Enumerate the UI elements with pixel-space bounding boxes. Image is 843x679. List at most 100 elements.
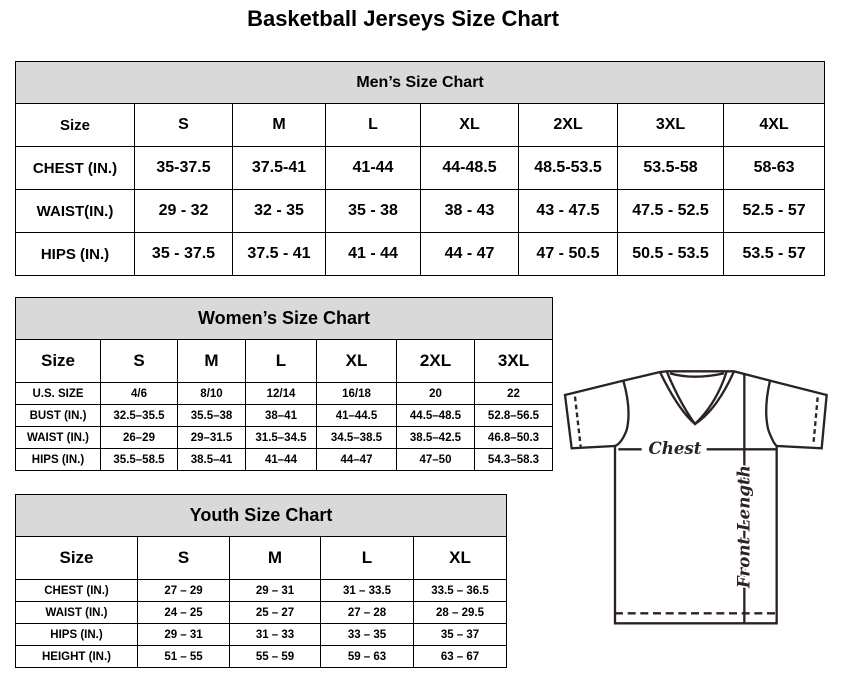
- table-cell: 12/14: [245, 382, 317, 405]
- column-header: Size: [15, 103, 135, 147]
- row-label: HEIGHT (IN.): [15, 645, 138, 668]
- table-row: WAIST (IN.) 26–29 29–31.5 31.5–34.5 34.5–38.…: [15, 426, 554, 449]
- womens-size-table: Women’s Size Chart Size S M L XL 2XL 3XL U.S. S…: [14, 297, 554, 471]
- row-label: U.S. SIZE: [15, 382, 101, 405]
- table-cell: 43 - 47.5: [518, 189, 618, 233]
- table-cell: 20: [396, 382, 475, 405]
- table-cell: 38–41: [245, 404, 317, 427]
- column-header: S: [100, 339, 178, 383]
- column-header: 3XL: [473, 339, 554, 383]
- table-cell: 35.5–58.5: [100, 448, 178, 471]
- column-header: XL: [420, 103, 519, 147]
- table-cell: 55 – 59: [229, 645, 321, 668]
- column-header: Size: [15, 339, 101, 383]
- table-cell: 8/10: [177, 382, 246, 405]
- table-cell: 38 - 43: [420, 189, 519, 233]
- jersey-outline: [563, 370, 828, 625]
- table-cell: 53.5-58: [617, 146, 724, 190]
- table-cell: 54.3–58.3: [473, 448, 554, 471]
- table-cell: 41 - 44: [325, 232, 421, 276]
- table-cell: 31.5–34.5: [245, 426, 317, 449]
- table-cell: 29 – 31: [137, 623, 230, 646]
- table-cell: 44–47: [316, 448, 397, 471]
- row-label: CHEST (IN.): [15, 146, 135, 190]
- column-header: XL: [412, 536, 508, 580]
- table-cell: 35 - 38: [325, 189, 421, 233]
- table-cell: 33.5 – 36.5: [412, 579, 508, 602]
- column-header: S: [134, 103, 233, 147]
- table-row: HEIGHT (IN.) 51 – 55 55 – 59 59 – 63 63 – 67: [15, 645, 508, 668]
- table-cell: 51 – 55: [137, 645, 230, 668]
- table-cell: 44 - 47: [420, 232, 519, 276]
- column-header: M: [177, 339, 246, 383]
- table-cell: 25 – 27: [229, 601, 321, 624]
- table-cell: 33 – 35: [320, 623, 414, 646]
- table-cell: 46.8–50.3: [473, 426, 554, 449]
- table-cell: 44-48.5: [420, 146, 519, 190]
- table-cell: 38.5–42.5: [396, 426, 475, 449]
- table-cell: 16/18: [316, 382, 397, 405]
- column-header: 3XL: [617, 103, 724, 147]
- row-label: WAIST (IN.): [15, 426, 101, 449]
- table-cell: 28 – 29.5: [412, 601, 508, 624]
- table-cell: 53.5 - 57: [722, 232, 826, 276]
- table-cell: 29 - 32: [134, 189, 233, 233]
- table-caption: Youth Size Chart: [14, 494, 508, 537]
- table-cell: 34.5–38.5: [316, 426, 397, 449]
- table-cell: 59 – 63: [320, 645, 414, 668]
- table-row: BUST (IN.) 32.5–35.5 35.5–38 38–41 41–44.5 44…: [15, 404, 554, 427]
- header-row: Size S M L XL 2XL 3XL 4XL: [15, 103, 826, 147]
- table-cell: 32 - 35: [232, 189, 326, 233]
- table-cell: 41–44.5: [316, 404, 397, 427]
- table-cell: 48.5-53.5: [518, 146, 618, 190]
- table-cell: 31 – 33.5: [320, 579, 414, 602]
- table-caption: Women’s Size Chart: [14, 297, 554, 340]
- table-row: WAIST(IN.) 29 - 32 32 - 35 35 - 38 38 - 43 43…: [15, 189, 826, 233]
- column-header: S: [137, 536, 230, 580]
- column-header: 2XL: [396, 339, 475, 383]
- table-cell: 24 – 25: [137, 601, 230, 624]
- table-cell: 47–50: [396, 448, 475, 471]
- table-cell: 37.5-41: [232, 146, 326, 190]
- table-row: CHEST (IN.) 35-37.5 37.5-41 41-44 44-48.5 48.…: [15, 146, 826, 190]
- table-cell: 52.8–56.5: [473, 404, 554, 427]
- table-row: HIPS (IN.) 35.5–58.5 38.5–41 41–44 44–47 47–5…: [15, 448, 554, 471]
- column-header: M: [229, 536, 321, 580]
- table-caption: Men’s Size Chart: [14, 61, 826, 104]
- front-length-label: Front Length: [733, 465, 753, 589]
- table-cell: 27 – 29: [137, 579, 230, 602]
- table-cell: 47.5 - 52.5: [617, 189, 724, 233]
- table-cell: 58-63: [722, 146, 826, 190]
- row-label: HIPS (IN.): [15, 623, 138, 646]
- table-cell: 44.5–48.5: [396, 404, 475, 427]
- table-cell: 63 – 67: [412, 645, 508, 668]
- table-cell: 35-37.5: [134, 146, 233, 190]
- table-row: CHEST (IN.) 27 – 29 29 – 31 31 – 33.5 33.5 –…: [15, 579, 508, 602]
- table-row: HIPS (IN.) 35 - 37.5 37.5 - 41 41 - 44 44 - …: [15, 232, 826, 276]
- table-cell: 22: [473, 382, 554, 405]
- row-label: CHEST (IN.): [15, 579, 138, 602]
- row-label: WAIST (IN.): [15, 601, 138, 624]
- table-cell: 31 – 33: [229, 623, 321, 646]
- column-header: L: [320, 536, 414, 580]
- row-label: HIPS (IN.): [15, 232, 135, 276]
- table-cell: 26–29: [100, 426, 178, 449]
- page-title: Basketball Jerseys Size Chart: [247, 6, 559, 31]
- table-cell: 41–44: [245, 448, 317, 471]
- column-header: XL: [316, 339, 397, 383]
- table-cell: 29 – 31: [229, 579, 321, 602]
- table-cell: 50.5 - 53.5: [617, 232, 724, 276]
- column-header: Size: [15, 536, 138, 580]
- table-cell: 4/6: [100, 382, 178, 405]
- table-cell: 47 - 50.5: [518, 232, 618, 276]
- column-header: 4XL: [722, 103, 826, 147]
- row-label: WAIST(IN.): [15, 189, 135, 233]
- table-cell: 35 – 37: [412, 623, 508, 646]
- table-row: HIPS (IN.) 29 – 31 31 – 33 33 – 35 35 – 37: [15, 623, 508, 646]
- mens-size-table: Men’s Size Chart Size S M L XL 2XL 3XL 4XL CHEST…: [14, 61, 826, 276]
- table-cell: 35 - 37.5: [134, 232, 233, 276]
- column-header: L: [325, 103, 421, 147]
- table-cell: 38.5–41: [177, 448, 246, 471]
- chest-label: Chest: [648, 438, 701, 458]
- column-header: M: [232, 103, 326, 147]
